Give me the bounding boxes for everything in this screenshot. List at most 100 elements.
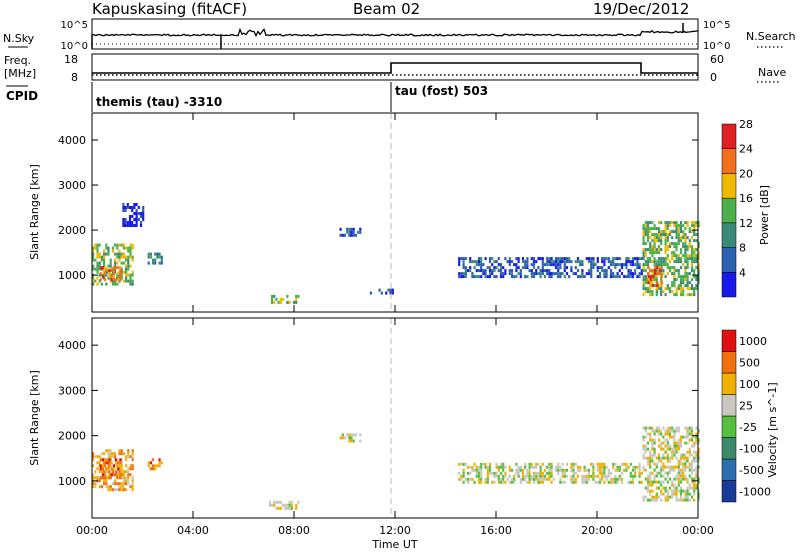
heatmap-cell — [664, 227, 667, 231]
heatmap-cell — [618, 474, 621, 478]
heatmap-cell — [100, 282, 103, 286]
heatmap-cell — [642, 447, 645, 451]
heatmap-cell — [668, 287, 672, 291]
heatmap-cell — [695, 459, 698, 463]
heatmap-cell — [594, 474, 597, 478]
heatmap-cell — [686, 272, 689, 276]
heatmap-cell — [350, 227, 353, 231]
heatmap-cell — [688, 287, 691, 291]
heatmap-cell — [109, 458, 112, 462]
heatmap-cell — [693, 251, 696, 255]
heatmap-cell — [110, 275, 113, 279]
heatmap-cell — [592, 477, 595, 481]
heatmap-cell — [679, 284, 683, 288]
heatmap-cell — [480, 471, 483, 475]
heatmap-cell — [557, 266, 560, 270]
heatmap-cell — [530, 269, 533, 273]
heatmap-cell — [690, 444, 694, 448]
heatmap-cell — [482, 462, 485, 466]
heatmap-cell — [668, 242, 672, 246]
heatmap-cell — [99, 266, 102, 270]
heatmap-cell — [122, 485, 125, 489]
heatmap-cell — [688, 293, 691, 297]
heatmap-cell — [686, 441, 689, 445]
heatmap-cell — [677, 444, 680, 448]
heatmap-cell — [107, 455, 110, 459]
heatmap-cell — [666, 239, 669, 243]
heatmap-cell — [673, 245, 676, 249]
heatmap-cell — [458, 275, 461, 279]
heatmap-cell — [92, 452, 95, 456]
heatmap-cell — [517, 272, 520, 276]
heatmap-cell — [656, 281, 659, 285]
heatmap-cell — [561, 462, 564, 466]
heatmap-cell — [535, 474, 538, 478]
heatmap-cell — [92, 276, 95, 280]
heatmap-cell — [675, 221, 678, 225]
heatmap-cell — [677, 272, 680, 276]
heatmap-cell — [668, 230, 672, 234]
heatmap-cell — [475, 275, 478, 279]
heatmap-cell — [129, 485, 132, 489]
heatmap-cell — [581, 480, 584, 484]
heatmap-cell — [548, 462, 551, 466]
heatmap-cell — [94, 243, 97, 247]
heatmap-cell — [116, 255, 119, 259]
heatmap-cell — [129, 255, 132, 259]
heatmap-cell — [640, 471, 643, 475]
heatmap-cell — [131, 455, 134, 459]
heatmap-cell — [576, 275, 580, 279]
heatmap-cell — [497, 468, 500, 472]
heatmap-cell — [660, 284, 663, 288]
heatmap-cell — [508, 480, 511, 484]
heatmap-cell — [99, 467, 102, 471]
heatmap-cell — [686, 432, 689, 436]
heatmap-cell — [127, 261, 130, 265]
heatmap-cell — [684, 477, 687, 481]
heatmap-cell — [510, 468, 514, 472]
heatmap-cell — [592, 471, 595, 475]
heatmap-cell — [695, 483, 698, 487]
heatmap-cell — [688, 474, 691, 478]
heatmap-cell — [139, 215, 143, 218]
heatmap-cell — [657, 495, 661, 499]
heatmap-cell — [497, 480, 500, 484]
heatmap-cell — [126, 221, 129, 224]
heatmap-cell — [679, 248, 683, 252]
heatmap-cell — [596, 275, 599, 279]
heatmap-cell — [646, 441, 650, 445]
heatmap-cell — [679, 477, 683, 481]
heatmap-cell — [131, 209, 134, 212]
heatmap-cell — [557, 462, 560, 466]
heatmap-cell — [532, 480, 536, 484]
heatmap-cell — [601, 477, 604, 481]
heatmap-cell — [484, 480, 487, 484]
heatmap-cell — [482, 269, 485, 273]
heatmap-cell — [92, 255, 95, 259]
heatmap-cell — [158, 464, 161, 468]
heatmap-cell — [655, 456, 658, 460]
heatmap-cell — [655, 426, 658, 430]
heatmap-cell — [515, 266, 518, 270]
heatmap-cell — [109, 476, 112, 480]
heatmap-cell — [612, 275, 615, 279]
heatmap-cell — [493, 474, 496, 478]
heatmap-cell — [103, 258, 106, 262]
heatmap-cell — [660, 260, 663, 264]
heatmap-cell — [502, 272, 505, 276]
heatmap-cell — [651, 248, 654, 252]
heatmap-cell — [112, 464, 115, 468]
heatmap-cell — [99, 464, 102, 468]
heatmap-cell — [107, 488, 110, 492]
heatmap-cell — [131, 246, 134, 250]
heatmap-cell — [651, 459, 654, 463]
heatmap-cell — [640, 480, 643, 484]
heatmap-cell — [350, 439, 353, 443]
y-tick-label: 2000 — [58, 430, 86, 443]
heatmap-cell — [458, 260, 461, 264]
heatmap-cell — [116, 243, 119, 247]
heatmap-cell — [111, 452, 114, 456]
heatmap-cell — [128, 218, 132, 221]
heatmap-cell — [526, 474, 529, 478]
